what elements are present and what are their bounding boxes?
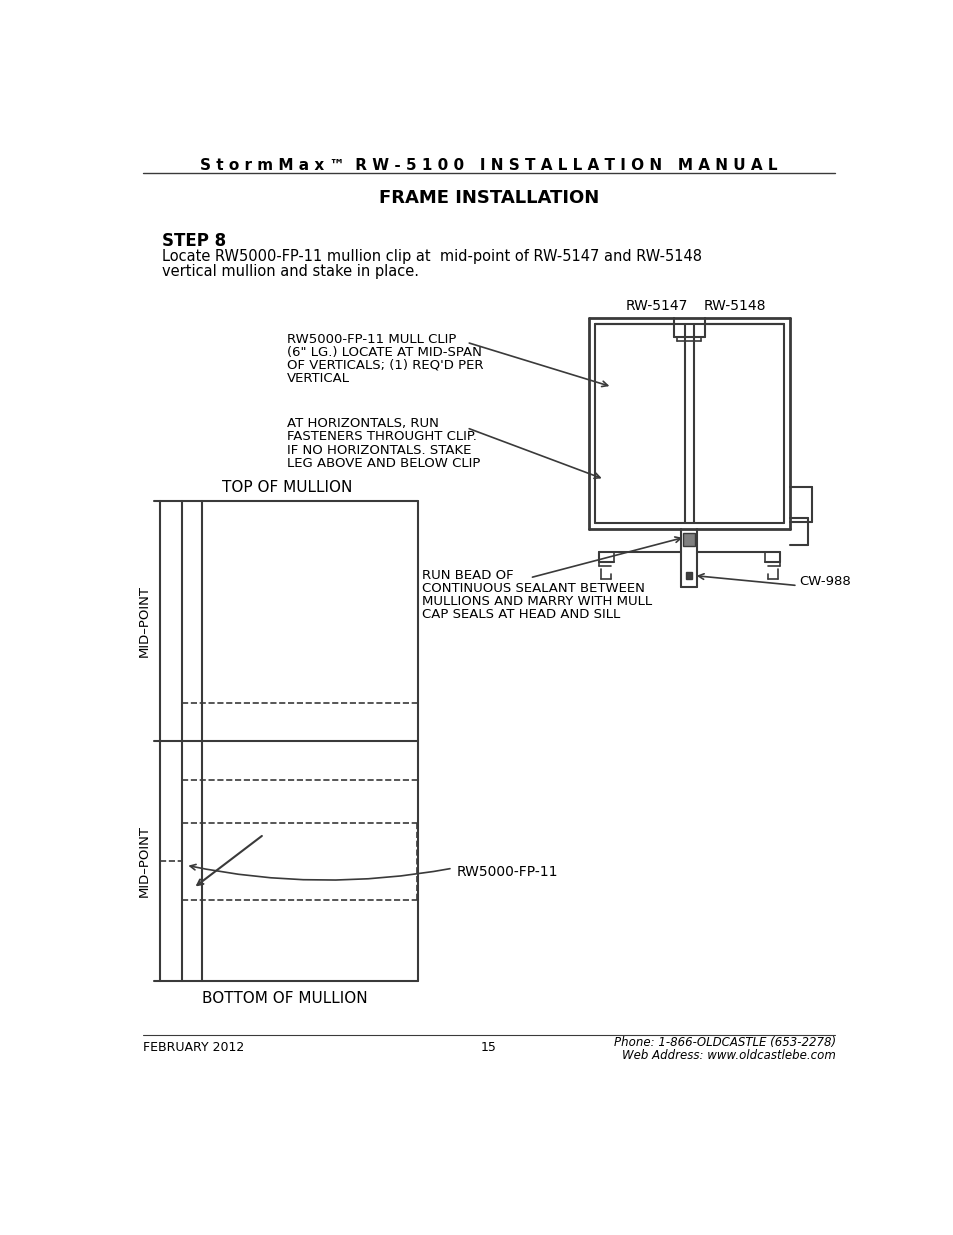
Text: FASTENERS THROUGHT CLIP.: FASTENERS THROUGHT CLIP.	[287, 431, 476, 443]
Text: CW-988: CW-988	[799, 576, 850, 588]
Text: CAP SEALS AT HEAD AND SILL: CAP SEALS AT HEAD AND SILL	[421, 609, 619, 621]
Text: BOTTOM OF MULLION: BOTTOM OF MULLION	[202, 990, 368, 1005]
Text: RW5000-FP-11: RW5000-FP-11	[456, 864, 558, 879]
Bar	[685, 573, 692, 579]
Text: MID–POINT: MID–POINT	[138, 825, 152, 897]
Text: RW-5148: RW-5148	[703, 299, 766, 312]
Text: MID–POINT: MID–POINT	[138, 585, 152, 657]
Text: STEP 8: STEP 8	[161, 232, 226, 249]
Text: Locate RW5000-FP-11 mullion clip at  mid-point of RW-5147 and RW-5148: Locate RW5000-FP-11 mullion clip at mid-…	[161, 249, 701, 264]
Text: TOP OF MULLION: TOP OF MULLION	[221, 479, 352, 494]
Text: MULLIONS AND MARRY WITH MULL: MULLIONS AND MARRY WITH MULL	[421, 595, 652, 608]
Text: LEG ABOVE AND BELOW CLIP: LEG ABOVE AND BELOW CLIP	[287, 457, 480, 469]
Text: VERTICAL: VERTICAL	[287, 372, 350, 385]
Text: (6" LG.) LOCATE AT MID-SPAN: (6" LG.) LOCATE AT MID-SPAN	[287, 346, 481, 358]
Text: S t o r m M a x ™  R W - 5 1 0 0   I N S T A L L A T I O N   M A N U A L: S t o r m M a x ™ R W - 5 1 0 0 I N S T …	[200, 158, 777, 173]
Text: AT HORIZONTALS, RUN: AT HORIZONTALS, RUN	[287, 417, 438, 430]
Text: Phone: 1-866-OLDCASTLE (653-2278): Phone: 1-866-OLDCASTLE (653-2278)	[614, 1036, 836, 1050]
Text: FRAME INSTALLATION: FRAME INSTALLATION	[378, 189, 598, 207]
Text: 15: 15	[480, 1041, 497, 1053]
Text: CONTINUOUS SEALANT BETWEEN: CONTINUOUS SEALANT BETWEEN	[421, 582, 644, 595]
Text: RUN BEAD OF: RUN BEAD OF	[421, 569, 513, 582]
Text: OF VERTICALS; (1) REQ'D PER: OF VERTICALS; (1) REQ'D PER	[287, 359, 483, 372]
Text: IF NO HORIZONTALS. STAKE: IF NO HORIZONTALS. STAKE	[287, 443, 471, 457]
Text: Web Address: www.oldcastlebe.com: Web Address: www.oldcastlebe.com	[621, 1049, 836, 1062]
Text: FEBRUARY 2012: FEBRUARY 2012	[143, 1041, 244, 1053]
Bar	[682, 534, 695, 546]
Text: vertical mullion and stake in place.: vertical mullion and stake in place.	[161, 264, 418, 279]
Text: RW-5147: RW-5147	[625, 299, 687, 312]
Text: RW5000-FP-11 MULL CLIP: RW5000-FP-11 MULL CLIP	[287, 332, 456, 346]
